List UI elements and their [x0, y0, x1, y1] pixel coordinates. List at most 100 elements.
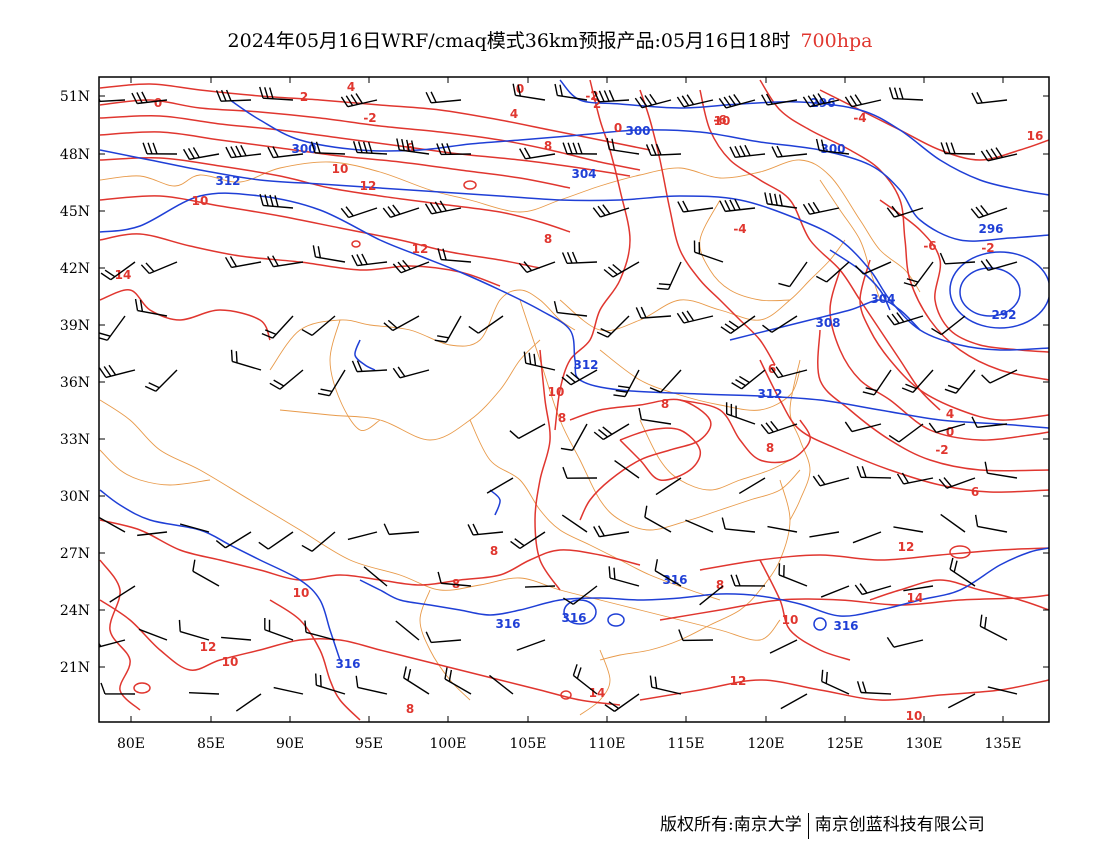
temperature-label: 14	[907, 591, 924, 605]
wind-barb	[467, 523, 504, 536]
wind-barb	[608, 566, 640, 587]
temperature-contour-closed	[351, 240, 361, 248]
wind-barb	[721, 517, 756, 533]
temperature-contour-closed	[133, 682, 151, 694]
wind-barb	[888, 423, 924, 443]
temperature-contour	[99, 289, 271, 341]
wind-barb	[778, 563, 808, 587]
wind-barb	[984, 461, 1018, 479]
wind-barb	[981, 369, 1018, 384]
wind-barb	[940, 142, 976, 155]
wind-barb	[235, 693, 262, 712]
wind-barb	[730, 574, 766, 587]
wind-barb	[638, 407, 672, 425]
wind-barb	[634, 93, 672, 109]
temperature-label: -2	[981, 241, 994, 255]
wind-barb	[259, 193, 294, 209]
boundary-line	[559, 239, 846, 332]
wind-barb	[301, 315, 336, 336]
wind-barb	[100, 682, 136, 695]
wind-barb	[273, 686, 304, 695]
wind-barb	[259, 86, 294, 101]
wind-barb	[645, 143, 682, 156]
temperature-contour-closed	[463, 180, 477, 190]
wind-barb	[512, 83, 546, 101]
wind-barb	[396, 138, 430, 155]
temperature-label: 12	[412, 242, 429, 256]
wind-barb	[425, 631, 462, 644]
boundary-line	[789, 359, 811, 521]
temperature-label: 8	[558, 411, 566, 425]
lon-tick-label: 115E	[668, 736, 705, 752]
wind-barb	[938, 477, 976, 489]
temperature-label: -4	[853, 111, 866, 125]
wind-barb	[392, 259, 430, 274]
wind-barb	[225, 145, 262, 159]
temperature-contour	[759, 79, 1049, 381]
temperature-contour	[639, 679, 1049, 701]
wind-barb	[809, 531, 840, 538]
copyright-right: 南京创蓝科技有限公司	[814, 815, 985, 835]
wind-barb	[944, 369, 976, 394]
wind-barb	[425, 91, 462, 104]
wind-barb	[802, 93, 840, 108]
wind-barb	[780, 693, 808, 710]
temperature-label: -6	[713, 113, 726, 127]
wind-barb	[347, 531, 378, 541]
wind-barb	[523, 351, 556, 371]
lat-tick-label: 33N	[60, 432, 90, 448]
temperature-label: 10	[548, 385, 565, 399]
wind-barb	[510, 531, 546, 550]
temperature-label: 8	[406, 702, 414, 716]
boundary-line	[599, 349, 801, 411]
wind-barb	[486, 477, 514, 494]
wind-barb	[649, 369, 682, 393]
wind-barb	[261, 315, 294, 339]
wind-barb	[562, 466, 598, 479]
copyright-footer: 版权所有:南京大学 南京创蓝科技有限公司	[660, 810, 985, 839]
geopotential-contour	[559, 79, 1049, 196]
wind-barb	[351, 360, 388, 373]
wind-barb	[516, 639, 546, 651]
wind-barb	[980, 259, 1018, 271]
wind-barb	[519, 147, 556, 160]
geopotential-contour	[489, 489, 501, 516]
temperature-label: 10	[714, 114, 731, 128]
wind-barb	[903, 585, 934, 592]
temperature-label: -6	[923, 239, 936, 253]
temperature-label: 12	[730, 674, 747, 688]
wind-barb	[137, 531, 168, 537]
lat-tick-label: 21N	[60, 660, 90, 676]
boundary-line	[99, 399, 781, 641]
latitude-axis: 51N 48N 45N 42N 39N 36N 33N 30N 27N 24N 21N	[60, 89, 1049, 676]
wind-barb	[654, 559, 682, 587]
temperature-contour	[569, 398, 712, 521]
wind-barb	[131, 91, 168, 105]
longitude-axis: 80E 85E 90E 95E 100E 105E 110E 115E 120E 125E 130E…	[117, 77, 1021, 752]
boundary-line	[269, 289, 576, 371]
temperature-contour	[99, 99, 641, 171]
temperature-label: 0	[516, 82, 524, 96]
wind-barb	[109, 585, 136, 603]
wind-barb	[572, 664, 598, 695]
wind-barb	[974, 514, 1008, 533]
wind-barb	[844, 94, 882, 108]
temperature-contour	[534, 349, 561, 591]
wind-barb	[655, 477, 682, 496]
temperature-label: 14	[589, 686, 606, 700]
wind-barb	[854, 583, 892, 596]
wind-barb	[764, 192, 798, 209]
wind-barb	[215, 531, 252, 549]
lat-tick-label: 45N	[60, 204, 90, 220]
wind-barb	[224, 256, 262, 269]
lon-tick-label: 80E	[117, 736, 145, 752]
wind-barb	[970, 205, 1008, 219]
boundary-line	[699, 199, 791, 302]
lat-tick-label: 48N	[60, 147, 90, 163]
wind-barb	[553, 301, 588, 317]
wind-barb	[100, 261, 136, 281]
boundary-line	[99, 449, 211, 486]
wind-barb	[436, 143, 472, 156]
boundary-line	[639, 419, 791, 491]
